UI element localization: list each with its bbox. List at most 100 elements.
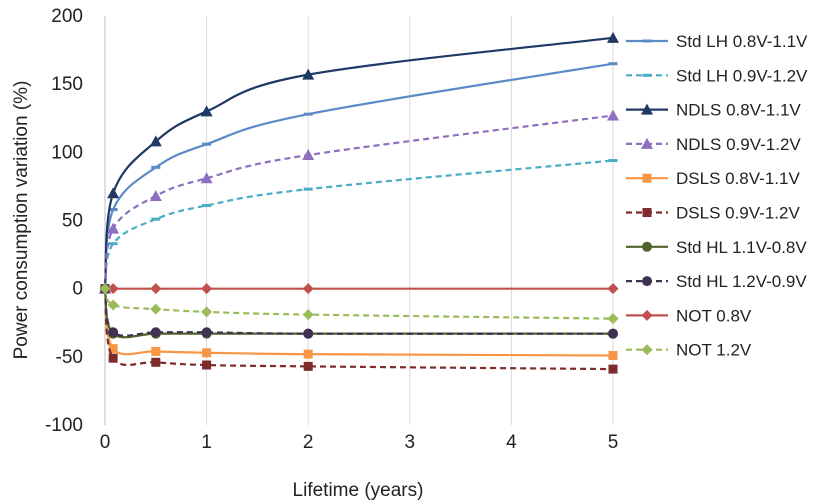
legend-label: NDLS 0.9V-1.2V <box>676 135 801 154</box>
data-point <box>108 242 118 246</box>
legend-label: Std HL 1.1V-0.8V <box>676 238 807 257</box>
data-point <box>303 187 313 191</box>
data-point <box>608 350 618 360</box>
data-point <box>150 327 161 338</box>
series-line <box>103 114 614 289</box>
data-point <box>107 299 119 311</box>
data-point <box>303 349 313 359</box>
data-point <box>607 313 619 325</box>
legend-entry: Std HL 1.2V-0.9V <box>626 272 807 291</box>
data-point <box>150 303 162 315</box>
legend-marker <box>641 344 653 356</box>
data-point <box>607 283 619 295</box>
legend-marker <box>642 208 652 217</box>
legend-label: NDLS 0.8V-1.1V <box>676 101 801 120</box>
data-point <box>151 217 161 221</box>
y-tick-label: 50 <box>62 211 83 232</box>
series-line <box>103 288 614 357</box>
legend-entry: DSLS 0.9V-1.2V <box>626 204 800 223</box>
data-point <box>302 283 314 295</box>
data-point <box>302 309 314 321</box>
data-point <box>107 187 120 199</box>
data-point <box>303 361 313 371</box>
x-tick-label: 3 <box>405 432 416 453</box>
series-layer <box>99 31 619 374</box>
data-point <box>202 142 212 146</box>
y-axis-title: Power consumption variation (%) <box>11 81 32 360</box>
legend-marker <box>641 137 653 149</box>
legend-entry: NDLS 0.8V-1.1V <box>626 101 801 120</box>
legend-marker <box>642 73 652 77</box>
data-point <box>150 283 162 295</box>
series-line <box>103 288 614 371</box>
y-tick-label: 100 <box>51 142 83 163</box>
data-point <box>201 327 212 338</box>
legend-entry: DSLS 0.8V-1.1V <box>626 169 800 188</box>
series-10 <box>99 283 619 325</box>
x-tick-label: 5 <box>608 432 619 453</box>
series-9 <box>99 283 619 295</box>
series-line <box>103 159 614 289</box>
legend-marker <box>642 241 652 252</box>
series-1 <box>100 62 618 291</box>
data-point <box>608 328 618 339</box>
legend-marker <box>642 173 652 183</box>
data-point <box>302 149 315 161</box>
data-point <box>607 31 619 43</box>
series-2 <box>100 159 618 291</box>
legend-entry: Std HL 1.1V-0.8V <box>626 238 807 257</box>
legend-label: Std LH 0.8V-1.1V <box>676 32 808 51</box>
x-tick-label: 2 <box>303 432 314 453</box>
data-point <box>149 135 162 147</box>
legend-entry: Std LH 0.9V-1.2V <box>626 66 808 85</box>
legend-marker <box>642 39 652 43</box>
y-tick-label: -100 <box>45 415 83 436</box>
x-tick-label: 4 <box>506 432 517 453</box>
data-point <box>99 283 111 295</box>
data-point <box>200 172 213 184</box>
y-tick-label: 150 <box>51 74 83 95</box>
data-point <box>608 159 618 163</box>
y-tick-label: 200 <box>51 6 83 27</box>
data-point <box>202 204 212 208</box>
data-point <box>108 208 118 212</box>
series-line <box>103 288 614 320</box>
legend-label: Std LH 0.9V-1.2V <box>676 66 808 85</box>
data-point <box>302 68 315 80</box>
gridlines <box>206 16 614 425</box>
data-point <box>107 283 119 295</box>
data-point <box>202 360 212 370</box>
legend-label: DSLS 0.8V-1.1V <box>676 169 800 188</box>
data-point <box>202 348 212 358</box>
data-point <box>303 328 314 339</box>
data-point <box>151 357 161 367</box>
series-line <box>103 288 613 339</box>
series-3 <box>99 31 619 294</box>
y-tick-label: 0 <box>72 279 83 300</box>
series-line <box>103 288 614 337</box>
legend-label: NOT 1.2V <box>676 341 752 360</box>
data-point <box>303 112 313 116</box>
data-point <box>108 353 118 363</box>
legend-marker <box>641 309 653 321</box>
data-point <box>201 283 213 295</box>
data-point <box>608 364 618 374</box>
x-tick-label: 0 <box>100 432 111 453</box>
data-point <box>108 327 119 338</box>
data-point <box>200 105 213 117</box>
data-point <box>201 306 213 318</box>
legend-label: NOT 0.8V <box>676 306 752 325</box>
data-point <box>608 62 618 66</box>
data-point <box>149 189 162 201</box>
series-6 <box>100 284 618 374</box>
legend-entry: NOT 1.2V <box>626 341 752 360</box>
legend: Std LH 0.8V-1.1V Std LH 0.9V-1.2V NDLS 0.8… <box>626 32 808 360</box>
legend-entry: Std LH 0.8V-1.1V <box>626 32 808 51</box>
axes: 0 1 2 3 4 5 200 150 100 50 0 -50 -100 <box>45 6 618 453</box>
data-point <box>607 109 619 121</box>
data-point <box>151 346 161 356</box>
legend-label: DSLS 0.9V-1.2V <box>676 204 800 223</box>
y-tick-label: -50 <box>56 347 83 368</box>
data-point <box>151 165 161 169</box>
